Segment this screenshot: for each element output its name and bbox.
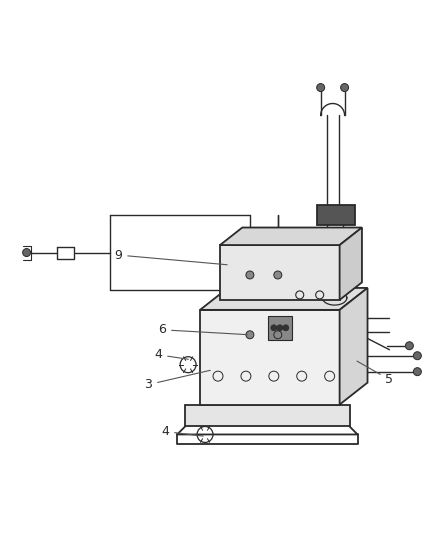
Text: 7: 7 xyxy=(0,532,1,533)
Circle shape xyxy=(274,271,282,279)
Circle shape xyxy=(271,325,277,331)
Polygon shape xyxy=(200,310,339,405)
Circle shape xyxy=(274,331,282,339)
Text: 8: 8 xyxy=(0,532,1,533)
Text: 4: 4 xyxy=(154,348,188,361)
Polygon shape xyxy=(220,245,339,300)
Text: 1: 1 xyxy=(0,532,1,533)
Circle shape xyxy=(23,248,31,256)
Polygon shape xyxy=(268,316,292,340)
Text: 5: 5 xyxy=(357,361,393,386)
Polygon shape xyxy=(200,288,367,310)
Text: 4: 4 xyxy=(161,425,203,438)
Text: 2: 2 xyxy=(0,532,1,533)
Text: 3: 3 xyxy=(144,370,210,391)
Polygon shape xyxy=(317,205,355,225)
Polygon shape xyxy=(339,288,367,405)
Circle shape xyxy=(413,352,421,360)
Circle shape xyxy=(283,325,289,331)
Polygon shape xyxy=(339,228,362,300)
Circle shape xyxy=(246,331,254,339)
Circle shape xyxy=(317,84,325,92)
Circle shape xyxy=(277,325,283,331)
Polygon shape xyxy=(185,405,350,426)
Circle shape xyxy=(413,368,421,376)
Text: 6: 6 xyxy=(158,324,247,336)
Circle shape xyxy=(341,84,349,92)
Circle shape xyxy=(406,342,413,350)
Text: 9: 9 xyxy=(114,248,227,265)
Circle shape xyxy=(246,271,254,279)
Polygon shape xyxy=(220,228,362,245)
